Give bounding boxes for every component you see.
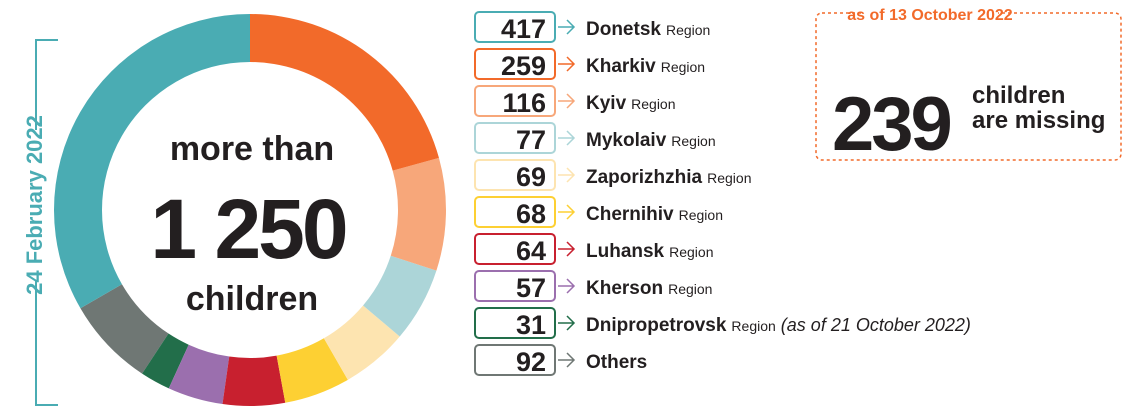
value-box (474, 11, 556, 43)
arrow (558, 352, 576, 368)
category-label: Zaporizhzhia Region (586, 167, 752, 188)
arrow (558, 130, 576, 146)
arrow (558, 167, 576, 183)
value-label: 417 (501, 14, 546, 44)
arrow (558, 204, 576, 220)
donut-segment (222, 355, 286, 406)
category-suffix: Region (631, 96, 675, 112)
donut-segment (142, 333, 189, 389)
category-label: Dnipropetrovsk Region (as of 21 October 20… (586, 315, 971, 336)
category-suffix: Region (679, 207, 723, 223)
category-label: Mykolaiv Region (586, 130, 716, 151)
category-name: Kyiv (586, 93, 627, 114)
category-label: Others (586, 352, 647, 373)
center-number: 1 250 (150, 182, 345, 276)
category-name: Donetsk (586, 19, 661, 40)
value-box (474, 122, 556, 154)
value-label: 77 (516, 125, 546, 155)
value-box (474, 48, 556, 80)
donut-segment (53, 14, 250, 309)
value-box (474, 233, 556, 265)
category-suffix: Region (668, 281, 712, 297)
side-label: 24 February 2022 (22, 115, 47, 295)
arrow (558, 19, 576, 35)
bracket-gap (24, 130, 48, 280)
category-label: Kherson Region (586, 278, 712, 299)
category-name: Chernihiv (586, 204, 674, 225)
callout-title-bg (862, 4, 998, 24)
category-suffix: Region (669, 244, 713, 260)
donut-segment (363, 255, 437, 337)
category-label: Chernihiv Region (586, 204, 723, 225)
value-label: 69 (516, 162, 546, 192)
value-label: 31 (516, 310, 546, 340)
center-line: more than (170, 130, 334, 168)
category-label: Kyiv Region (586, 93, 676, 114)
center-line: children (186, 280, 318, 318)
donut-segment (390, 157, 446, 271)
arrow (558, 278, 576, 294)
donut-segment (323, 305, 400, 380)
value-label: 57 (516, 273, 546, 303)
callout-title: as of 13 October 2022 (847, 7, 1013, 24)
arrow (558, 56, 576, 72)
donut-segment (168, 344, 230, 405)
donut-segment (250, 14, 439, 171)
value-box (474, 85, 556, 117)
value-label: 64 (516, 236, 546, 266)
value-label: 116 (502, 88, 546, 118)
category-suffix: Region (707, 170, 751, 186)
value-label: 92 (516, 347, 546, 377)
arrow (558, 315, 576, 331)
category-name: Mykolaiv (586, 130, 667, 151)
value-box (474, 270, 556, 302)
category-suffix: Region (661, 59, 705, 75)
value-box (474, 159, 556, 191)
value-box (474, 344, 556, 376)
category-name: Kharkiv (586, 56, 656, 77)
value-label: 68 (516, 199, 546, 229)
callout-line: children (972, 82, 1065, 109)
callout-line: are missing (972, 107, 1105, 134)
category-name: Luhansk (586, 241, 665, 262)
donut-segment (80, 284, 169, 374)
value-label: 259 (501, 51, 546, 81)
arrow (558, 93, 576, 109)
category-name: Kherson (586, 278, 663, 299)
value-box (474, 196, 556, 228)
value-box (474, 307, 556, 339)
donut-segment (276, 338, 348, 403)
category-name: Zaporizhzhia (586, 167, 703, 188)
category-label: Donetsk Region (586, 19, 710, 40)
category-name: Dnipropetrovsk (586, 315, 727, 336)
category-note: (as of 21 October 2022) (781, 315, 971, 335)
category-name: Others (586, 352, 647, 373)
arrow (558, 241, 576, 257)
category-label: Luhansk Region (586, 241, 714, 262)
category-suffix: Region (731, 318, 775, 334)
category-label: Kharkiv Region (586, 56, 705, 77)
category-suffix: Region (671, 133, 715, 149)
category-suffix: Region (666, 22, 710, 38)
callout-number: 239 (832, 82, 951, 167)
